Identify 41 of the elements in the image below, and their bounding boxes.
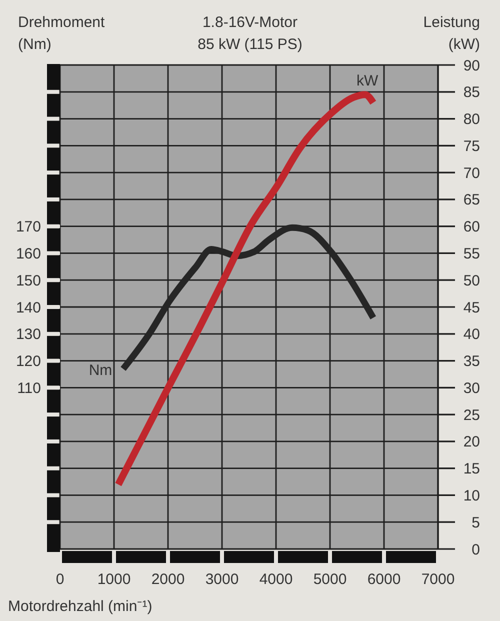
y2-tick-label: 30 [463, 380, 480, 397]
x-tick-label: 5000 [313, 571, 347, 588]
x-tick-label: 4000 [259, 571, 293, 588]
y2-tick-label: 80 [463, 111, 480, 128]
y2-tick-label: 85 [463, 84, 480, 102]
y2-tick-label: 15 [463, 460, 480, 478]
y2-tick-label: 70 [463, 164, 480, 182]
y2-tick-label: 60 [463, 218, 480, 236]
series-label: Nm [88, 362, 112, 379]
y-tick-label: 140 [16, 299, 41, 316]
y-tick-label: 110 [17, 380, 41, 397]
y2-tick-label: 45 [463, 299, 480, 316]
series-label: kW [356, 72, 380, 90]
x-tick-label: 0 [56, 571, 64, 588]
y2-tick-label: 65 [463, 192, 480, 209]
y2-tick-label: 5 [472, 514, 480, 532]
y2-tick-label: 50 [463, 272, 480, 290]
x-tick-label: 2000 [151, 571, 185, 588]
y2-tick-label: 40 [463, 326, 480, 344]
y2-axis-title: Leistung (kW) [423, 14, 480, 53]
y2-tick-label: 90 [463, 57, 480, 74]
y2-tick-label: 0 [472, 541, 480, 558]
y-tick-label: 150 [16, 272, 41, 290]
y-tick-label: 160 [16, 245, 41, 262]
x-tick-label: 6000 [367, 571, 401, 588]
y2-tick-label: 25 [463, 406, 480, 424]
x-tick-label: 1000 [97, 571, 131, 588]
y2-tick-label: 35 [463, 353, 480, 370]
x-tick-label: 3000 [205, 571, 239, 588]
y2-tick-label: 55 [463, 245, 480, 262]
y2-tick-label: 20 [463, 434, 480, 451]
y-tick-label: 120 [16, 353, 41, 370]
y-tick-label: 170 [16, 218, 41, 236]
y-axis-title: Drehmoment (Nm) [18, 14, 106, 53]
y2-tick-label: 10 [463, 487, 480, 504]
x-axis-title: Motordrehzahl (min⁻¹) [8, 598, 152, 615]
y-tick-label: 130 [16, 326, 41, 344]
x-tick-label: 7000 [421, 571, 455, 588]
y2-tick-label: 75 [463, 138, 480, 155]
chart-title: 1.8-16V-Motor [202, 14, 298, 31]
chart-subtitle: 85 kW (115 PS) [198, 36, 302, 53]
